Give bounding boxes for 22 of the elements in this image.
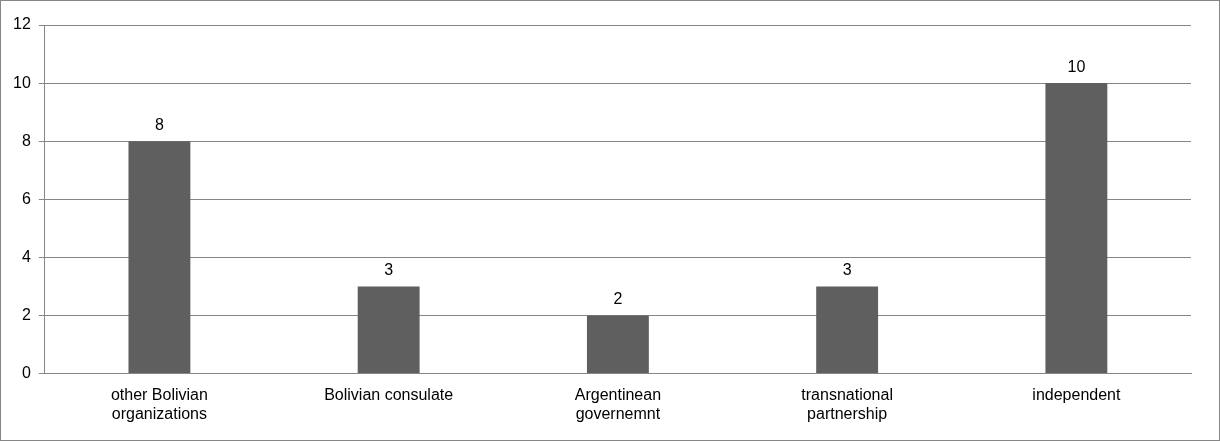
data-label: 2 (613, 289, 623, 307)
x-tick-label: other Bolivian organizations (110, 385, 208, 422)
bar (586, 315, 649, 374)
y-tick-label: 4 (21, 247, 31, 265)
y-tick-label: 2 (21, 305, 31, 323)
x-tick-label: Argentinean governemnt (574, 385, 662, 422)
x-tick-label: transnational partnership (801, 385, 893, 422)
data-label: 8 (154, 115, 164, 133)
y-tick-label: 10 (13, 73, 31, 91)
y-tick-label: 8 (21, 131, 31, 149)
bar (1045, 83, 1108, 374)
x-tick-label: Bolivian consulate (324, 385, 454, 403)
y-tick-label: 0 (21, 364, 31, 382)
y-tick-label: 6 (21, 189, 31, 207)
bar (128, 141, 191, 374)
y-tick-label: 12 (13, 15, 31, 33)
data-label: 3 (842, 260, 852, 278)
bar (816, 286, 879, 374)
x-tick-label: independent (1032, 385, 1121, 403)
data-label: 10 (1067, 57, 1086, 75)
data-label: 3 (384, 260, 394, 278)
bar (357, 286, 420, 374)
